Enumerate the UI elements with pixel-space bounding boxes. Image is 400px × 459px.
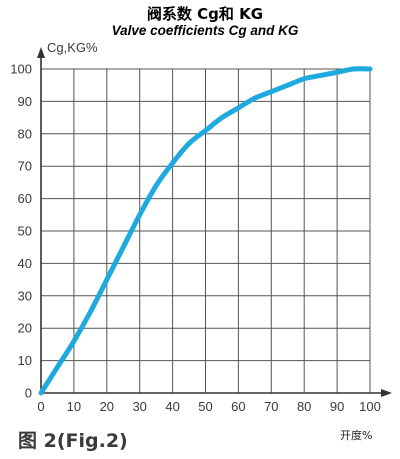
x-axis-arrow xyxy=(381,389,392,397)
grid xyxy=(40,68,371,394)
y-tick-label: 70 xyxy=(18,159,32,174)
y-tick-labels: 0 10 20 30 40 50 60 70 80 90 100 xyxy=(10,62,32,401)
x-tick-label: 40 xyxy=(165,399,179,414)
x-tick-label: 0 xyxy=(37,399,44,414)
series-line xyxy=(38,66,373,396)
x-tick-label: 50 xyxy=(198,399,212,414)
y-tick-label: 40 xyxy=(18,256,32,271)
series-layer xyxy=(38,66,373,396)
x-tick-label: 60 xyxy=(231,399,245,414)
x-axis-label: 开度% xyxy=(340,428,372,442)
y-tick-label: 100 xyxy=(10,62,32,77)
y-tick-label: 50 xyxy=(18,224,32,239)
y-axis-arrow xyxy=(37,47,45,58)
y-tick-label: 30 xyxy=(18,288,32,303)
x-tick-label: 10 xyxy=(67,399,81,414)
x-tick-label: 100 xyxy=(359,399,381,414)
y-tick-label: 0 xyxy=(25,386,32,401)
x-tick-label: 90 xyxy=(330,399,344,414)
figure-label: 图 2(Fig.2) xyxy=(18,430,128,452)
chart-title: 阀系数 Cg和 KG xyxy=(147,5,263,23)
y-tick-label: 80 xyxy=(18,126,32,141)
x-tick-label: 20 xyxy=(100,399,114,414)
x-tick-label: 80 xyxy=(297,399,311,414)
chart-subtitle: Valve coefficients Cg and KG xyxy=(112,23,299,38)
x-tick-label: 70 xyxy=(264,399,278,414)
y-tick-label: 10 xyxy=(18,353,32,368)
x-tick-label: 30 xyxy=(132,399,146,414)
y-tick-label: 20 xyxy=(18,321,32,336)
y-tick-label: 60 xyxy=(18,191,32,206)
x-tick-labels: 0 10 20 30 40 50 60 70 80 90 100 xyxy=(37,399,380,414)
axes xyxy=(37,47,392,397)
y-axis-label: Cg,KG% xyxy=(47,40,98,55)
y-tick-label: 90 xyxy=(18,94,32,109)
